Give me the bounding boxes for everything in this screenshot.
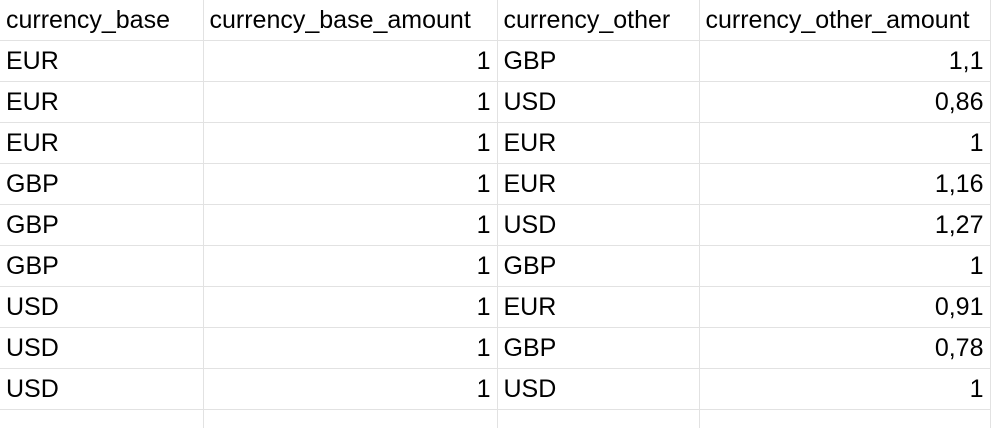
cell-currency-base-amount[interactable]: 1 <box>202 245 498 287</box>
cell-currency-other[interactable]: GBP <box>496 40 700 82</box>
empty-cell[interactable] <box>0 409 204 428</box>
table-row: USD 1 USD 1 <box>0 368 991 410</box>
header-cell-currency-other[interactable]: currency_other <box>496 0 700 41</box>
cell-currency-other-amount[interactable]: 1 <box>698 122 991 164</box>
empty-cell[interactable] <box>698 409 991 428</box>
cell-currency-base-amount[interactable]: 1 <box>202 204 498 246</box>
table-row: GBP 1 USD 1,27 <box>0 204 991 246</box>
cell-currency-other[interactable]: GBP <box>496 327 700 369</box>
cell-currency-base-amount[interactable]: 1 <box>202 286 498 328</box>
cell-currency-other[interactable]: USD <box>496 368 700 410</box>
cell-currency-base[interactable]: EUR <box>0 122 204 164</box>
cell-currency-other[interactable]: USD <box>496 204 700 246</box>
cell-currency-other-amount[interactable]: 1,16 <box>698 163 991 205</box>
cell-currency-other[interactable]: EUR <box>496 122 700 164</box>
cell-currency-other-amount[interactable]: 1 <box>698 368 991 410</box>
cell-currency-base-amount[interactable]: 1 <box>202 81 498 123</box>
header-row: currency_base currency_base_amount curre… <box>0 0 991 41</box>
cell-currency-base[interactable]: GBP <box>0 163 204 205</box>
table-row: GBP 1 EUR 1,16 <box>0 163 991 205</box>
header-cell-currency-base[interactable]: currency_base <box>0 0 204 41</box>
cell-currency-base-amount[interactable]: 1 <box>202 368 498 410</box>
cell-currency-base[interactable]: EUR <box>0 40 204 82</box>
table-row: EUR 1 USD 0,86 <box>0 81 991 123</box>
cell-currency-base[interactable]: EUR <box>0 81 204 123</box>
cell-currency-base-amount[interactable]: 1 <box>202 163 498 205</box>
table-row: EUR 1 GBP 1,1 <box>0 40 991 82</box>
cell-currency-other-amount[interactable]: 1 <box>698 245 991 287</box>
cell-currency-base[interactable]: USD <box>0 327 204 369</box>
cell-currency-other[interactable]: USD <box>496 81 700 123</box>
table-row: GBP 1 GBP 1 <box>0 245 991 287</box>
cell-currency-base[interactable]: USD <box>0 286 204 328</box>
header-cell-currency-base-amount[interactable]: currency_base_amount <box>202 0 498 41</box>
cell-currency-base-amount[interactable]: 1 <box>202 122 498 164</box>
cell-currency-other[interactable]: GBP <box>496 245 700 287</box>
cell-currency-other[interactable]: EUR <box>496 163 700 205</box>
cell-currency-other-amount[interactable]: 1,1 <box>698 40 991 82</box>
empty-cell[interactable] <box>202 409 498 428</box>
cell-currency-other-amount[interactable]: 0,78 <box>698 327 991 369</box>
cell-currency-other[interactable]: EUR <box>496 286 700 328</box>
cell-currency-other-amount[interactable]: 1,27 <box>698 204 991 246</box>
cell-currency-base[interactable]: GBP <box>0 245 204 287</box>
table-row: EUR 1 EUR 1 <box>0 122 991 164</box>
empty-row <box>0 409 991 428</box>
cell-currency-base-amount[interactable]: 1 <box>202 40 498 82</box>
header-cell-currency-other-amount[interactable]: currency_other_amount <box>698 0 991 41</box>
empty-cell[interactable] <box>496 409 700 428</box>
cell-currency-base[interactable]: USD <box>0 368 204 410</box>
cell-currency-other-amount[interactable]: 0,86 <box>698 81 991 123</box>
table-row: USD 1 EUR 0,91 <box>0 286 991 328</box>
cell-currency-base[interactable]: GBP <box>0 204 204 246</box>
table-row: USD 1 GBP 0,78 <box>0 327 991 369</box>
cell-currency-other-amount[interactable]: 0,91 <box>698 286 991 328</box>
cell-currency-base-amount[interactable]: 1 <box>202 327 498 369</box>
